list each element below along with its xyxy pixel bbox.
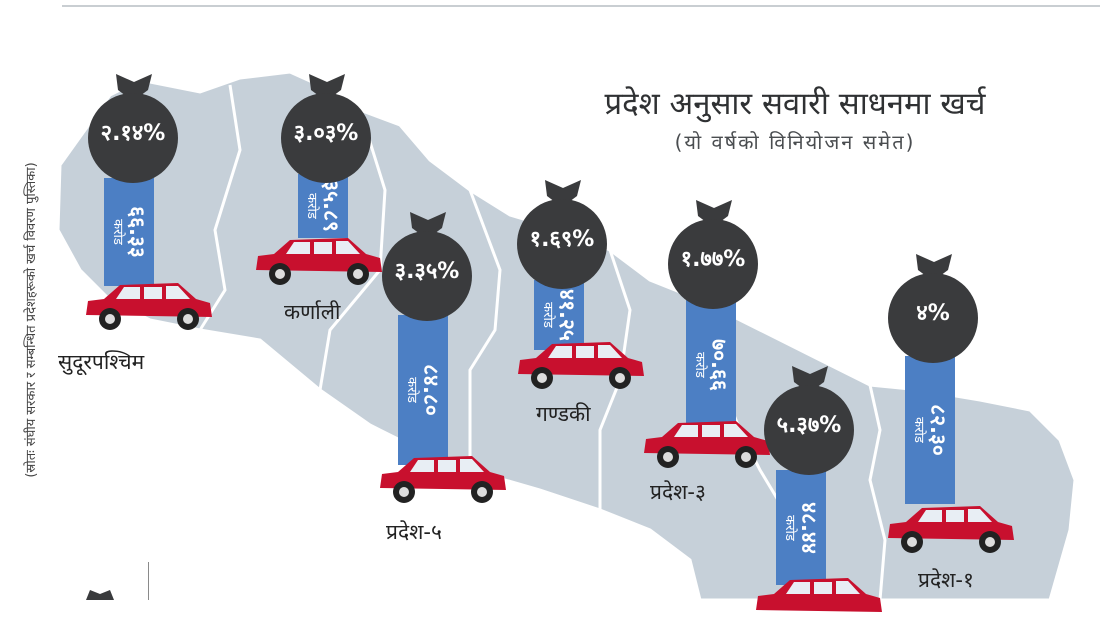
province-name-pradesh-5: प्रदेश-५ (386, 520, 442, 544)
province-name-gandaki: गण्डकी (536, 402, 591, 426)
bar-karnali: ३५.८९ करोड (298, 174, 348, 238)
money-bag-pradesh-3: १.७७% (658, 196, 768, 316)
amount-value: ६६.३३ (125, 206, 149, 258)
bar-gandaki: ४१.२५ करोड (534, 280, 584, 350)
unit-label: करोड (782, 514, 797, 541)
chart-title: प्रदेश अनुसार सवारी साधनमा खर्च (604, 86, 986, 122)
car-icon (256, 238, 382, 285)
share-value: ३.३५% (394, 259, 460, 284)
top-rule (62, 5, 1100, 7)
car-icon (888, 506, 1014, 553)
money-bag-icon (764, 366, 854, 475)
unit-label: करोड (110, 219, 125, 245)
unit-label: करोड (692, 352, 707, 378)
money-bag-pradesh-5: ३.३५% (372, 208, 482, 328)
divider-line (148, 562, 149, 600)
amount-value: ७०.६६ (707, 339, 731, 391)
province-name-karnali: कर्णाली (284, 300, 341, 324)
share-value: ३.०३% (293, 121, 359, 146)
share-value: २.१४% (100, 121, 166, 146)
money-bag-pradesh-1: ४% (878, 250, 988, 370)
money-bag-icon (888, 254, 978, 363)
car-icon (86, 283, 212, 330)
money-bag-icon (86, 590, 114, 600)
amount-value: ४८.४४ (797, 501, 821, 554)
share-value: ५.३७% (776, 413, 842, 438)
money-bag-sudurpaschim: २.१४% (78, 70, 188, 190)
share-value: १.६९% (529, 227, 595, 252)
car-icon (518, 342, 644, 389)
money-bag-icon (281, 74, 371, 183)
province-name-sudurpaschim: सुदूरपश्चिम (58, 350, 145, 374)
chart-subtitle: (यो वर्षको विनियोजन समेत) (674, 130, 916, 154)
money-bag-icon (517, 180, 607, 289)
car-icon (756, 578, 882, 612)
bar-sudurpaschim: ६६.३३ करोड (104, 178, 154, 286)
money-bag-icon (88, 74, 178, 183)
share-value: १.७७% (680, 247, 746, 272)
money-bag-gandaki: १.६९% (507, 176, 617, 296)
share-value: ४% (916, 301, 950, 326)
car-icon (644, 421, 770, 468)
money-bag-province-2: ५.३७% (754, 362, 864, 482)
province-name-pradesh-1: प्रदेश-१ (918, 568, 974, 592)
bar-province-2: ४८.४४ करोड (776, 470, 826, 585)
unit-label: करोड (404, 377, 419, 403)
money-bag-icon (382, 212, 472, 321)
car-icon (380, 456, 506, 503)
amount-value: ८४.८० (419, 364, 443, 416)
money-bag-karnali: ३.०३% (271, 70, 381, 190)
bar-pradesh-1: ८२.३० करोड (905, 356, 955, 504)
amount-value: ८२.३० (926, 404, 950, 456)
province-name-pradesh-3: प्रदेश-३ (650, 480, 706, 504)
source-note: (स्रोतः संघीय सरकार र सम्बन्धित प्रदेशहर… (24, 162, 39, 478)
money-bag-icon (668, 200, 758, 309)
bar-pradesh-5: ८४.८० करोड (398, 315, 448, 465)
unit-label: करोड (911, 417, 926, 443)
bar-pradesh-3: ७०.६६ करोड (686, 300, 736, 430)
